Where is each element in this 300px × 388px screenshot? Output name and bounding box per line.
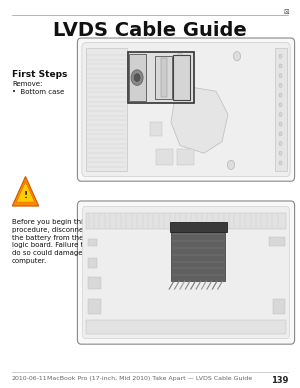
FancyBboxPatch shape bbox=[77, 201, 295, 344]
Bar bbox=[154, 56, 172, 99]
Bar bbox=[150, 122, 162, 136]
Text: •  Bottom case: • Bottom case bbox=[12, 89, 64, 95]
Polygon shape bbox=[16, 182, 35, 202]
Bar bbox=[88, 299, 101, 314]
Circle shape bbox=[279, 122, 282, 126]
Bar bbox=[128, 52, 194, 103]
Circle shape bbox=[279, 83, 282, 87]
Polygon shape bbox=[12, 177, 39, 206]
Text: Remove:: Remove: bbox=[12, 81, 42, 87]
Text: First Steps: First Steps bbox=[12, 70, 68, 79]
FancyBboxPatch shape bbox=[82, 43, 290, 177]
Circle shape bbox=[134, 74, 140, 81]
FancyBboxPatch shape bbox=[77, 38, 295, 181]
Text: Before you begin this
procedure, disconnect
the battery from the
logic board. Fa: Before you begin this procedure, disconn… bbox=[12, 219, 96, 264]
Circle shape bbox=[279, 103, 282, 107]
Bar bbox=[86, 48, 127, 171]
Bar bbox=[156, 149, 172, 165]
Bar bbox=[86, 320, 286, 334]
Text: ☒: ☒ bbox=[284, 10, 290, 15]
Circle shape bbox=[279, 54, 282, 58]
Bar bbox=[274, 48, 286, 171]
Circle shape bbox=[233, 52, 241, 61]
Text: !: ! bbox=[23, 191, 28, 200]
Bar bbox=[177, 149, 194, 165]
Circle shape bbox=[227, 160, 235, 170]
Text: 2010-06-11: 2010-06-11 bbox=[12, 376, 48, 381]
Text: 139: 139 bbox=[271, 376, 288, 385]
Text: LVDS Cable Guide: LVDS Cable Guide bbox=[53, 21, 247, 40]
Circle shape bbox=[279, 142, 282, 146]
Circle shape bbox=[279, 132, 282, 136]
Bar bbox=[88, 277, 101, 289]
Circle shape bbox=[176, 54, 184, 63]
Circle shape bbox=[279, 64, 282, 68]
Bar bbox=[86, 213, 286, 229]
Bar bbox=[171, 225, 225, 281]
Circle shape bbox=[131, 70, 143, 85]
Text: MacBook Pro (17-inch, Mid 2010) Take Apart — LVDS Cable Guide: MacBook Pro (17-inch, Mid 2010) Take Apa… bbox=[47, 376, 253, 381]
Bar bbox=[169, 222, 226, 232]
Circle shape bbox=[279, 93, 282, 97]
Bar bbox=[160, 58, 167, 97]
Bar bbox=[268, 237, 285, 246]
Bar bbox=[88, 239, 97, 246]
Polygon shape bbox=[171, 87, 228, 153]
Circle shape bbox=[279, 151, 282, 155]
FancyBboxPatch shape bbox=[82, 206, 290, 339]
Circle shape bbox=[279, 113, 282, 116]
Circle shape bbox=[279, 161, 282, 165]
Bar bbox=[172, 55, 190, 100]
Bar bbox=[88, 258, 97, 268]
Bar bbox=[129, 54, 146, 101]
Bar bbox=[273, 299, 285, 314]
Circle shape bbox=[279, 74, 282, 78]
